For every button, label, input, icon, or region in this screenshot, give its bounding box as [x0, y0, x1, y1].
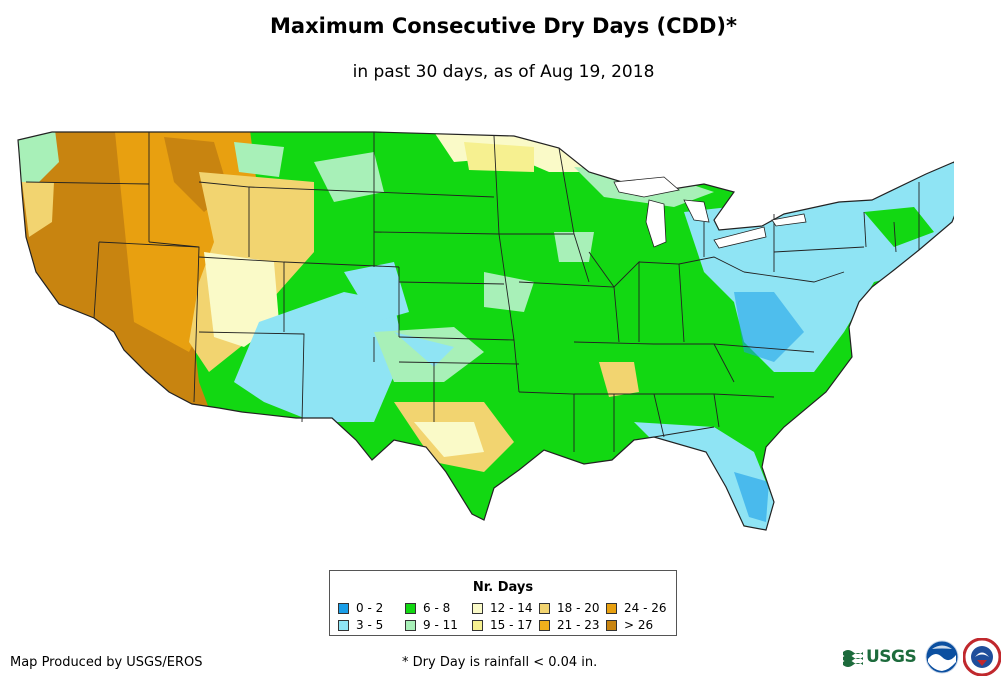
legend-swatch — [606, 602, 617, 614]
legend-label: 15 - 17 — [490, 618, 533, 632]
legend-label: 0 - 2 — [356, 601, 384, 615]
legend-swatch — [405, 619, 416, 631]
legend-label: 18 - 20 — [557, 601, 600, 615]
legend-swatch — [606, 619, 617, 631]
legend-label: 21 - 23 — [557, 618, 600, 632]
legend-label: 24 - 26 — [624, 601, 667, 615]
legend-item: 12 - 14 — [472, 601, 539, 615]
legend-grid: 0 - 2 6 - 8 12 - 14 18 - 20 24 - 26 3 - … — [338, 601, 673, 632]
legend-label: 3 - 5 — [356, 618, 384, 632]
map-title: Maximum Consecutive Dry Days (CDD)* — [270, 14, 737, 38]
legend-item: 18 - 20 — [539, 601, 606, 615]
map-subtitle: in past 30 days, as of Aug 19, 2018 — [352, 62, 655, 82]
legend-label: 12 - 14 — [490, 601, 533, 615]
legend-item: 0 - 2 — [338, 601, 405, 615]
legend-swatch — [472, 602, 483, 614]
legend-swatch — [338, 619, 349, 631]
dry-day-footnote: * Dry Day is rainfall < 0.04 in. — [402, 655, 598, 670]
legend-swatch — [405, 602, 416, 614]
legend-item: 9 - 11 — [405, 618, 472, 632]
noaa-logo-icon — [925, 640, 959, 674]
legend-label: > 26 — [624, 618, 654, 632]
usgs-wave-icon — [843, 650, 863, 667]
us-cdd-map — [17, 131, 954, 531]
legend-item: 24 - 26 — [606, 601, 673, 615]
usgs-wordmark: USGS — [866, 647, 917, 667]
legend-item: 21 - 23 — [539, 618, 606, 632]
legend-item: 15 - 17 — [472, 618, 539, 632]
legend-label: 9 - 11 — [423, 618, 458, 632]
legend-swatch — [472, 619, 483, 631]
nws-logo-icon — [963, 638, 1001, 676]
legend-swatch — [539, 619, 550, 631]
legend-label: 6 - 8 — [423, 601, 451, 615]
legend-swatch — [338, 602, 349, 614]
legend-item: 3 - 5 — [338, 618, 405, 632]
legend-item: > 26 — [606, 618, 673, 632]
legend-title: Nr. Days — [472, 580, 534, 595]
legend-item: 6 - 8 — [405, 601, 472, 615]
legend-swatch — [539, 602, 550, 614]
map-credit: Map Produced by USGS/EROS — [10, 655, 203, 670]
usgs-logo: USGS — [842, 643, 918, 671]
legend: Nr. Days 0 - 2 6 - 8 12 - 14 18 - 20 24 … — [329, 570, 677, 636]
